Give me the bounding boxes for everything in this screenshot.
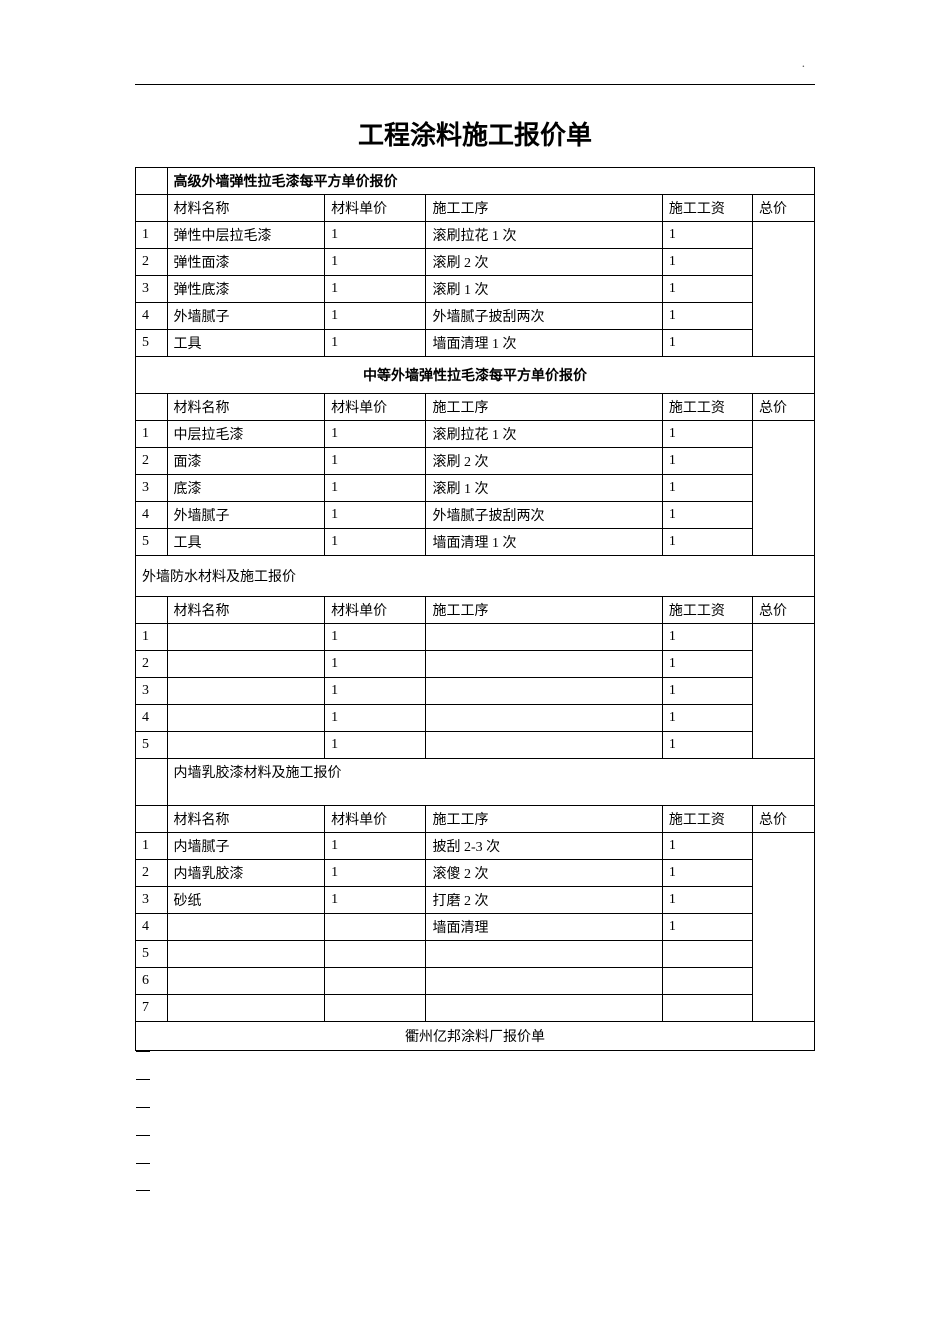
section-title: 内墙乳胶漆材料及施工报价: [167, 759, 814, 806]
quotation-table: 高级外墙弹性拉毛漆每平方单价报价材料名称材料单价施工工序施工工资总价1弹性中层拉…: [135, 167, 815, 1191]
page-title: 工程涂料施工报价单: [135, 115, 815, 152]
table-row: 7: [136, 995, 815, 1022]
table-row: 2面漆1滚刷 2 次1: [136, 448, 815, 475]
table-row: 511: [136, 732, 815, 759]
blank-tick-row: [136, 1107, 815, 1135]
section-title: 中等外墙弹性拉毛漆每平方单价报价: [136, 357, 815, 394]
table-row: 3底漆1滚刷 1 次1: [136, 475, 815, 502]
table-row: 2内墙乳胶漆1滚傻 2 次1: [136, 860, 815, 887]
footer-signature: 衢州亿邦涂料厂报价单: [136, 1022, 815, 1051]
total-cell: [752, 421, 814, 556]
table-row: 3砂纸1打磨 2 次1: [136, 887, 815, 914]
table-row: 5工具1墙面清理 1 次1: [136, 529, 815, 556]
section-idx-blank: [136, 168, 168, 195]
column-header-row: 材料名称材料单价施工工序施工工资总价: [136, 394, 815, 421]
table-row: 4外墙腻子1外墙腻子披刮两次1: [136, 502, 815, 529]
page-corner-mark: .: [802, 55, 805, 71]
column-header-row: 材料名称材料单价施工工序施工工资总价: [136, 806, 815, 833]
table-row: 3弹性底漆1滚刷 1 次1: [136, 276, 815, 303]
blank-tick-row: [136, 1135, 815, 1163]
table-row: 111: [136, 624, 815, 651]
section-title: 高级外墙弹性拉毛漆每平方单价报价: [167, 168, 814, 195]
table-row: 311: [136, 678, 815, 705]
total-cell: [752, 222, 814, 357]
table-row: 1弹性中层拉毛漆1滚刷拉花 1 次1: [136, 222, 815, 249]
column-header-row: 材料名称材料单价施工工序施工工资总价: [136, 597, 815, 624]
table-row: 1内墙腻子1披刮 2-3 次1: [136, 833, 815, 860]
total-cell: [752, 624, 814, 759]
section-idx-blank: [136, 759, 168, 806]
total-cell: [752, 833, 814, 1022]
blank-tick-row: [136, 1051, 815, 1080]
blank-tick-row: [136, 1163, 815, 1191]
table-row: 1中层拉毛漆1滚刷拉花 1 次1: [136, 421, 815, 448]
table-row: 6: [136, 968, 815, 995]
table-row: 4墙面清理1: [136, 914, 815, 941]
top-rule: [135, 84, 815, 85]
table-row: 2弹性面漆1滚刷 2 次1: [136, 249, 815, 276]
section-title: 外墙防水材料及施工报价: [136, 556, 815, 597]
blank-tick-row: [136, 1079, 815, 1107]
table-row: 411: [136, 705, 815, 732]
table-row: 4外墙腻子1外墙腻子披刮两次1: [136, 303, 815, 330]
table-row: 5工具1墙面清理 1 次1: [136, 330, 815, 357]
table-row: 5: [136, 941, 815, 968]
column-header-row: 材料名称材料单价施工工序施工工资总价: [136, 195, 815, 222]
table-row: 211: [136, 651, 815, 678]
